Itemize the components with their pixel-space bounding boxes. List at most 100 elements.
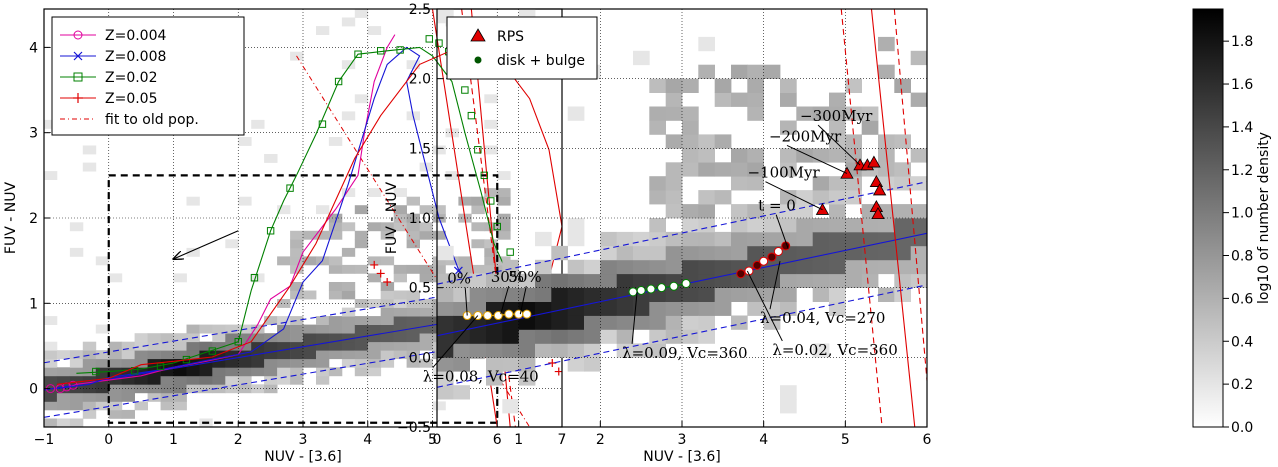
left-density-cell bbox=[251, 119, 265, 129]
left-density-cell bbox=[471, 264, 485, 274]
left-density-cell bbox=[406, 307, 420, 317]
right-density-cell bbox=[731, 315, 748, 330]
left-density-cell bbox=[341, 111, 356, 121]
left-density-cell bbox=[95, 384, 110, 394]
left-density-cell bbox=[56, 350, 71, 360]
left-density-cell bbox=[471, 196, 485, 206]
right-x-tick-label: 0 bbox=[433, 432, 442, 448]
left-density-cell bbox=[303, 358, 317, 368]
left-density-cell bbox=[134, 367, 148, 377]
left-density-cell bbox=[277, 358, 291, 368]
left-density-cell bbox=[471, 222, 485, 232]
left-density-cell bbox=[56, 375, 71, 385]
left-density-cell bbox=[212, 341, 226, 351]
right-density-cell bbox=[763, 287, 781, 302]
right-density-cell bbox=[731, 231, 748, 247]
triangle-icon bbox=[470, 28, 486, 42]
left-x-tick-label: 3 bbox=[299, 432, 308, 448]
right-density-cell bbox=[600, 315, 617, 330]
left-density-cell bbox=[406, 341, 420, 351]
left-density-cell bbox=[354, 358, 369, 368]
left-density-cell bbox=[354, 205, 369, 215]
right-density-cell bbox=[567, 218, 585, 233]
right-density-cell bbox=[665, 78, 683, 93]
right-density-cell bbox=[714, 231, 732, 247]
colorbar-label: log10 of number density bbox=[1256, 132, 1272, 304]
right-fit-line bbox=[437, 181, 927, 285]
right-density-cell bbox=[714, 162, 732, 177]
left-density-cell bbox=[419, 264, 433, 274]
right-density-cell bbox=[551, 287, 568, 302]
left-density-cell bbox=[82, 162, 97, 172]
right-density-cell bbox=[584, 315, 601, 330]
left-density-cell bbox=[341, 358, 356, 368]
left-x-tick-label: 0 bbox=[104, 432, 113, 448]
right-density-cell bbox=[910, 259, 927, 275]
right-density-cell bbox=[878, 134, 895, 149]
right-density-cell bbox=[894, 218, 911, 233]
right-density-cell bbox=[731, 162, 748, 177]
left-density-cell bbox=[44, 418, 58, 427]
left-density-cell bbox=[95, 324, 110, 334]
left-legend-entry: fit to old pop. bbox=[60, 112, 199, 128]
right-density-cell bbox=[469, 301, 487, 316]
left-density-cell bbox=[432, 205, 446, 215]
right-density-cell bbox=[780, 204, 797, 219]
right-density-cell bbox=[567, 273, 585, 288]
right-density-cell bbox=[437, 315, 454, 330]
left-density-cell bbox=[290, 256, 304, 266]
right-density-cell bbox=[878, 259, 895, 275]
right-density-cell bbox=[829, 120, 846, 135]
right-track-marker bbox=[522, 309, 532, 319]
left-series-marker bbox=[92, 367, 100, 376]
left-density-cell bbox=[406, 196, 420, 206]
right-density-cell bbox=[649, 301, 666, 316]
right-density-cell bbox=[502, 343, 519, 358]
right-legend: RPS disk + bulge bbox=[446, 16, 598, 80]
left-density-cell bbox=[69, 222, 84, 232]
right-x-tick-label: 4 bbox=[759, 432, 768, 448]
left-legend-label: fit to old pop. bbox=[105, 112, 199, 128]
right-density-cell bbox=[861, 218, 879, 233]
x-icon bbox=[73, 51, 83, 61]
left-density-cell bbox=[471, 205, 485, 215]
left-density-cell bbox=[393, 333, 407, 343]
left-density-cell bbox=[277, 333, 291, 343]
left-density-cell bbox=[225, 239, 239, 249]
left-density-cell bbox=[199, 375, 213, 385]
left-density-cell bbox=[108, 358, 123, 368]
right-density-cell bbox=[600, 329, 617, 344]
right-density-cell bbox=[453, 273, 470, 288]
left-density-cell bbox=[173, 358, 187, 368]
left-legend-label: Z=0.008 bbox=[105, 49, 166, 65]
right-density-cell bbox=[829, 148, 846, 163]
left-density-cell bbox=[251, 358, 265, 368]
right-y-tick-label: −0.5 bbox=[397, 420, 431, 436]
left-density-cell bbox=[44, 316, 58, 325]
right-density-cell bbox=[649, 78, 666, 93]
left-y-tick-label: 0 bbox=[29, 382, 38, 398]
left-y-tick-label: 4 bbox=[29, 40, 38, 56]
right-density-cell bbox=[518, 357, 536, 372]
right-density-cell bbox=[894, 134, 911, 149]
left-density-cell bbox=[290, 230, 304, 240]
left-density-cell bbox=[419, 341, 433, 351]
colorbar-tick-label: 1.8 bbox=[1231, 34, 1253, 50]
left-density-cell bbox=[484, 222, 498, 232]
left-density-cell bbox=[393, 316, 407, 325]
left-series-marker bbox=[318, 120, 327, 128]
left-density-cell bbox=[160, 401, 174, 411]
right-density-cell bbox=[812, 259, 830, 275]
right-density-cell bbox=[567, 357, 585, 372]
left-density-cell bbox=[199, 324, 213, 334]
right-density-cell bbox=[682, 231, 699, 247]
left-density-cell bbox=[290, 282, 304, 291]
left-density-cell bbox=[186, 247, 200, 257]
left-density-cell bbox=[251, 324, 265, 334]
right-density-cell bbox=[600, 287, 617, 302]
right-density-cell bbox=[780, 399, 797, 414]
right-density-cell bbox=[616, 245, 634, 261]
right-density-cell bbox=[649, 329, 666, 344]
right-x-tick-label: 5 bbox=[841, 432, 850, 448]
right-density-cell bbox=[682, 329, 699, 344]
